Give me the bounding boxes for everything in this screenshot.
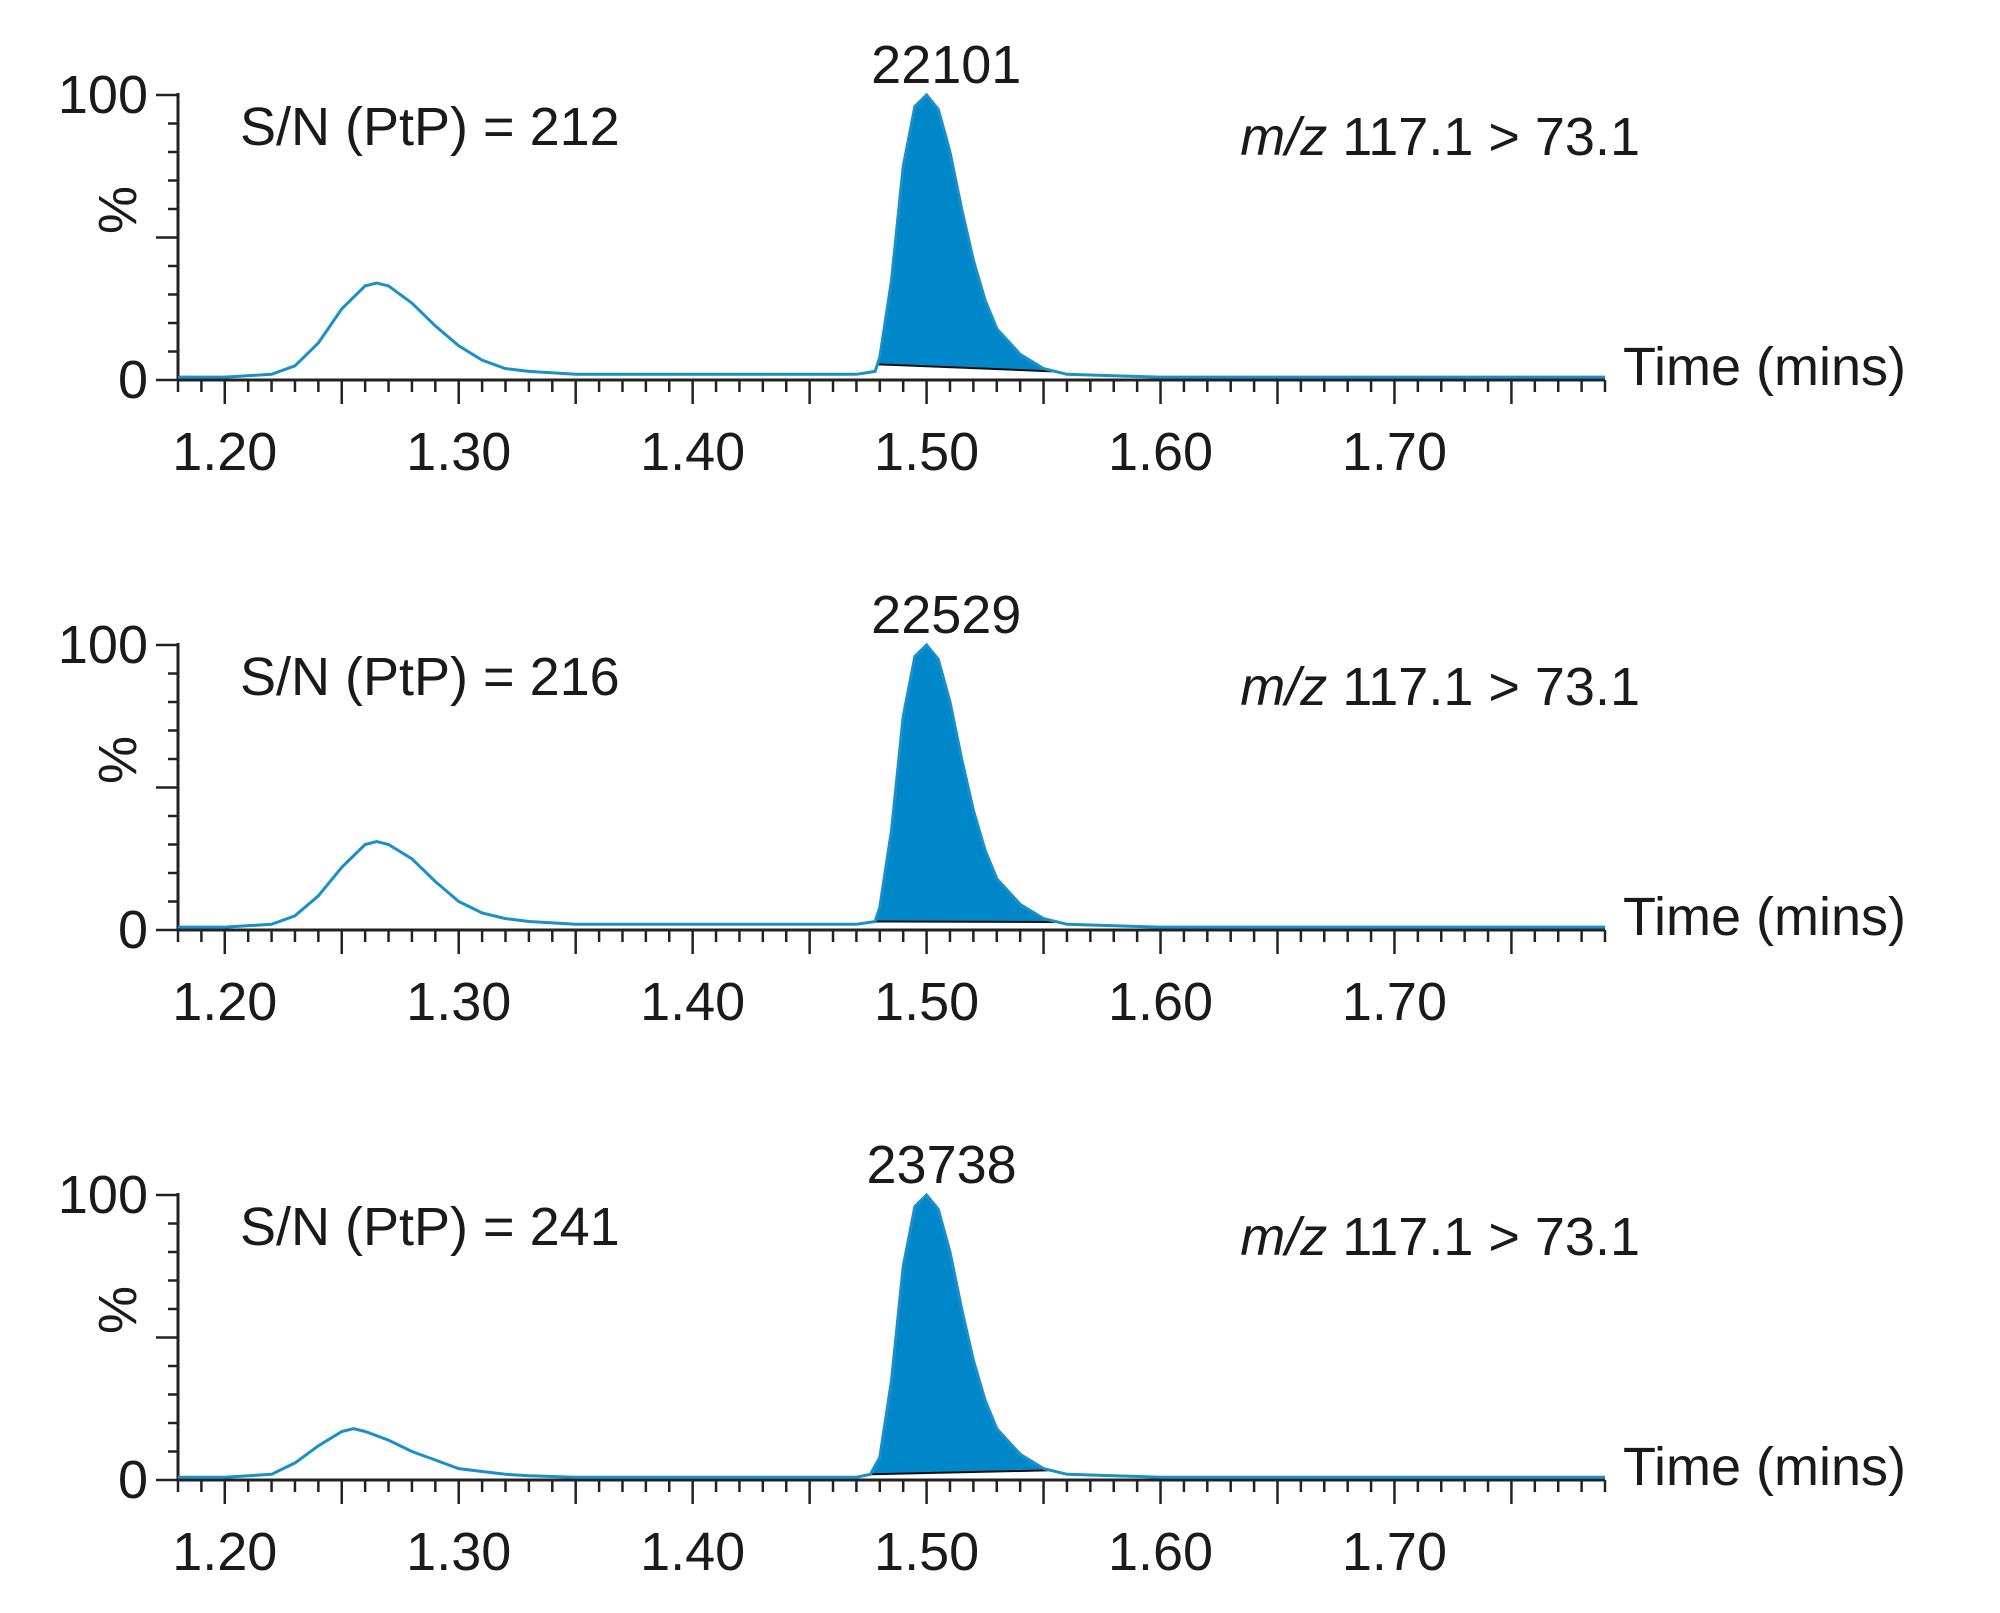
x-tick-label: 1.60 bbox=[1108, 1522, 1213, 1582]
y-tick-label: 0 bbox=[118, 350, 148, 410]
sn-annotation: S/N (PtP) = 212 bbox=[240, 97, 620, 157]
y-axis-title: % bbox=[88, 736, 148, 784]
x-tick-label: 1.20 bbox=[172, 1522, 277, 1582]
sn-annotation: S/N (PtP) = 216 bbox=[240, 647, 620, 707]
x-tick-label: 1.20 bbox=[172, 972, 277, 1032]
transition-space bbox=[1327, 1207, 1342, 1267]
chromatogram-panel-2: 1.20 1.30 1.40 1.50 1.60 1.70 0 100% Time (mins)… bbox=[58, 585, 1906, 1032]
chromatogram-panel-3: 1.20 1.30 1.40 1.50 1.60 1.70 0 100% Time (mins)… bbox=[58, 1135, 1906, 1582]
chromatogram-trace bbox=[178, 1192, 1605, 1479]
y-axis-title: % bbox=[88, 186, 148, 234]
x-tick-label: 1.40 bbox=[640, 422, 745, 482]
x-tick-label: 1.40 bbox=[640, 1522, 745, 1582]
y-axis-title: % bbox=[88, 1286, 148, 1334]
x-tick-label: 1.40 bbox=[640, 972, 745, 1032]
integration-baseline bbox=[870, 1469, 1051, 1476]
x-axis-title: Time (mins) bbox=[1623, 887, 1906, 947]
transition-prefix: m/z bbox=[1240, 107, 1327, 167]
transition-label: m/z 117.1 > 73.1 bbox=[1240, 657, 1640, 717]
transition-value: 117.1 > 73.1 bbox=[1342, 107, 1640, 167]
x-tick-label: 1.60 bbox=[1108, 972, 1213, 1032]
transition-label: m/z 117.1 > 73.1 bbox=[1240, 107, 1640, 167]
peak-area-label: 22101 bbox=[871, 35, 1021, 95]
chromatogram-panel-1: 1.20 1.30 1.40 1.50 1.60 1.70 0 100% Time (mins)… bbox=[58, 35, 1906, 482]
chromatogram-trace bbox=[178, 642, 1605, 929]
transition-space bbox=[1327, 107, 1342, 167]
x-axis-title: Time (mins) bbox=[1623, 1437, 1906, 1497]
x-tick-label: 1.50 bbox=[874, 972, 979, 1032]
integration-baseline bbox=[875, 920, 1058, 924]
y-tick-label: 0 bbox=[118, 900, 148, 960]
peak-area-label: 22529 bbox=[871, 585, 1021, 645]
integrated-peak-area bbox=[870, 1195, 1051, 1475]
x-tick-label: 1.30 bbox=[406, 422, 511, 482]
chromatogram-trace bbox=[178, 92, 1605, 379]
y-tick-label: 100 bbox=[58, 615, 148, 675]
x-tick-label: 1.70 bbox=[1342, 972, 1447, 1032]
x-tick-label: 1.50 bbox=[874, 422, 979, 482]
transition-prefix: m/z bbox=[1240, 657, 1327, 717]
x-tick-label: 1.70 bbox=[1342, 422, 1447, 482]
transition-space bbox=[1327, 657, 1342, 717]
peak-area-label: 23738 bbox=[867, 1135, 1017, 1195]
y-tick-label: 100 bbox=[58, 65, 148, 125]
x-tick-label: 1.30 bbox=[406, 972, 511, 1032]
x-tick-label: 1.20 bbox=[172, 422, 277, 482]
x-axis-title: Time (mins) bbox=[1623, 337, 1906, 397]
x-tick-label: 1.50 bbox=[874, 1522, 979, 1582]
y-tick-label: 100 bbox=[58, 1165, 148, 1225]
x-tick-label: 1.30 bbox=[406, 1522, 511, 1582]
transition-value: 117.1 > 73.1 bbox=[1342, 1207, 1640, 1267]
transition-label: m/z 117.1 > 73.1 bbox=[1240, 1207, 1640, 1267]
x-tick-label: 1.60 bbox=[1108, 422, 1213, 482]
x-tick-label: 1.70 bbox=[1342, 1522, 1447, 1582]
integration-baseline bbox=[877, 363, 1056, 373]
transition-value: 117.1 > 73.1 bbox=[1342, 657, 1640, 717]
sn-annotation: S/N (PtP) = 241 bbox=[240, 1197, 620, 1257]
y-tick-label: 0 bbox=[118, 1450, 148, 1510]
transition-prefix: m/z bbox=[1240, 1207, 1327, 1267]
